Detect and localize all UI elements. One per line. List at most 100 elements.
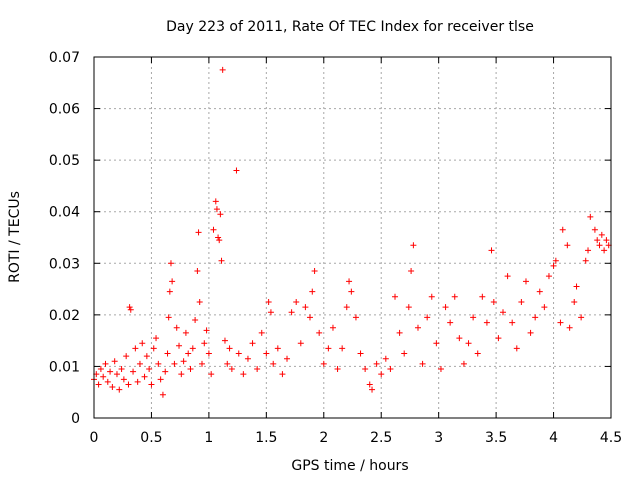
- data-points: [91, 66, 612, 398]
- data-point: [212, 198, 219, 205]
- data-point: [343, 304, 350, 311]
- data-point: [387, 366, 394, 373]
- y-tick-label: 0.07: [49, 50, 80, 66]
- data-point: [603, 237, 610, 244]
- data-point: [334, 366, 341, 373]
- data-point: [559, 226, 566, 233]
- data-point: [111, 358, 118, 365]
- data-point: [113, 371, 120, 378]
- data-point: [465, 340, 472, 347]
- data-point: [153, 335, 160, 342]
- data-point: [601, 247, 608, 254]
- data-point: [339, 345, 346, 352]
- data-point: [302, 304, 309, 311]
- data-point: [155, 360, 162, 367]
- data-point: [550, 262, 557, 269]
- data-point: [104, 378, 111, 385]
- data-point: [215, 234, 222, 241]
- data-point: [107, 368, 114, 375]
- data-point: [378, 371, 385, 378]
- data-point: [401, 350, 408, 357]
- data-point: [217, 211, 224, 218]
- x-tick-label: 3: [434, 430, 443, 446]
- data-point: [218, 257, 225, 264]
- data-point: [254, 366, 261, 373]
- data-point: [329, 324, 336, 331]
- data-point: [120, 376, 127, 383]
- x-tick-label: 3.5: [485, 430, 507, 446]
- data-point: [571, 298, 578, 305]
- data-point: [167, 260, 174, 267]
- data-point: [509, 319, 516, 326]
- data-point: [288, 309, 295, 316]
- data-point: [185, 350, 192, 357]
- x-tick-label: 2.5: [370, 430, 392, 446]
- data-point: [582, 257, 589, 264]
- x-axis-label: GPS time / hours: [291, 458, 408, 474]
- data-point: [116, 386, 123, 393]
- data-point: [474, 350, 481, 357]
- data-point: [369, 386, 376, 393]
- y-tick-labels: 0 0.01 0.02 0.03 0.04 0.05 0.06 0.07: [49, 50, 80, 427]
- data-point: [495, 335, 502, 342]
- data-point: [139, 340, 146, 347]
- data-point: [240, 371, 247, 378]
- data-point: [490, 298, 497, 305]
- data-point: [447, 319, 454, 326]
- y-tick-label: 0.01: [49, 359, 80, 375]
- data-point: [578, 314, 585, 321]
- data-point: [504, 273, 511, 280]
- data-point: [216, 237, 223, 244]
- data-point: [150, 345, 157, 352]
- data-point: [541, 304, 548, 311]
- data-point: [279, 371, 286, 378]
- data-point: [382, 355, 389, 362]
- data-point: [192, 317, 199, 324]
- data-point: [258, 329, 265, 336]
- data-point: [164, 350, 171, 357]
- data-point: [228, 366, 235, 373]
- data-point: [346, 278, 353, 285]
- data-point: [532, 314, 539, 321]
- x-tick-label: 1: [204, 430, 213, 446]
- data-point: [320, 360, 327, 367]
- data-point: [219, 66, 226, 73]
- data-point: [311, 268, 318, 275]
- data-point: [366, 381, 373, 388]
- data-point: [451, 293, 458, 300]
- x-tick-label: 0: [90, 430, 99, 446]
- data-point: [284, 355, 291, 362]
- data-point: [557, 319, 564, 326]
- data-point: [194, 268, 201, 275]
- data-point: [136, 360, 143, 367]
- data-point: [352, 314, 359, 321]
- data-point: [97, 366, 104, 373]
- data-point: [419, 360, 426, 367]
- data-point: [306, 314, 313, 321]
- data-point: [309, 288, 316, 295]
- y-axis-label: ROTI / TECUs: [7, 191, 23, 283]
- data-point: [566, 324, 573, 331]
- data-point: [157, 376, 164, 383]
- data-point: [270, 360, 277, 367]
- data-point: [125, 381, 132, 388]
- data-point: [396, 329, 403, 336]
- data-point: [224, 360, 231, 367]
- data-point: [536, 288, 543, 295]
- data-point: [552, 257, 559, 264]
- data-point: [159, 391, 166, 398]
- x-tick-label: 1.5: [255, 430, 277, 446]
- data-point: [392, 293, 399, 300]
- data-point: [513, 345, 520, 352]
- chart-title: Day 223 of 2011, Rate Of TEC Index for r…: [166, 19, 534, 35]
- data-point: [203, 327, 210, 334]
- data-point: [527, 329, 534, 336]
- data-point: [187, 366, 194, 373]
- data-point: [178, 371, 185, 378]
- data-point: [594, 237, 601, 244]
- data-point: [95, 381, 102, 388]
- data-point: [244, 355, 251, 362]
- data-point: [221, 337, 228, 344]
- data-point: [456, 335, 463, 342]
- data-point: [109, 384, 116, 391]
